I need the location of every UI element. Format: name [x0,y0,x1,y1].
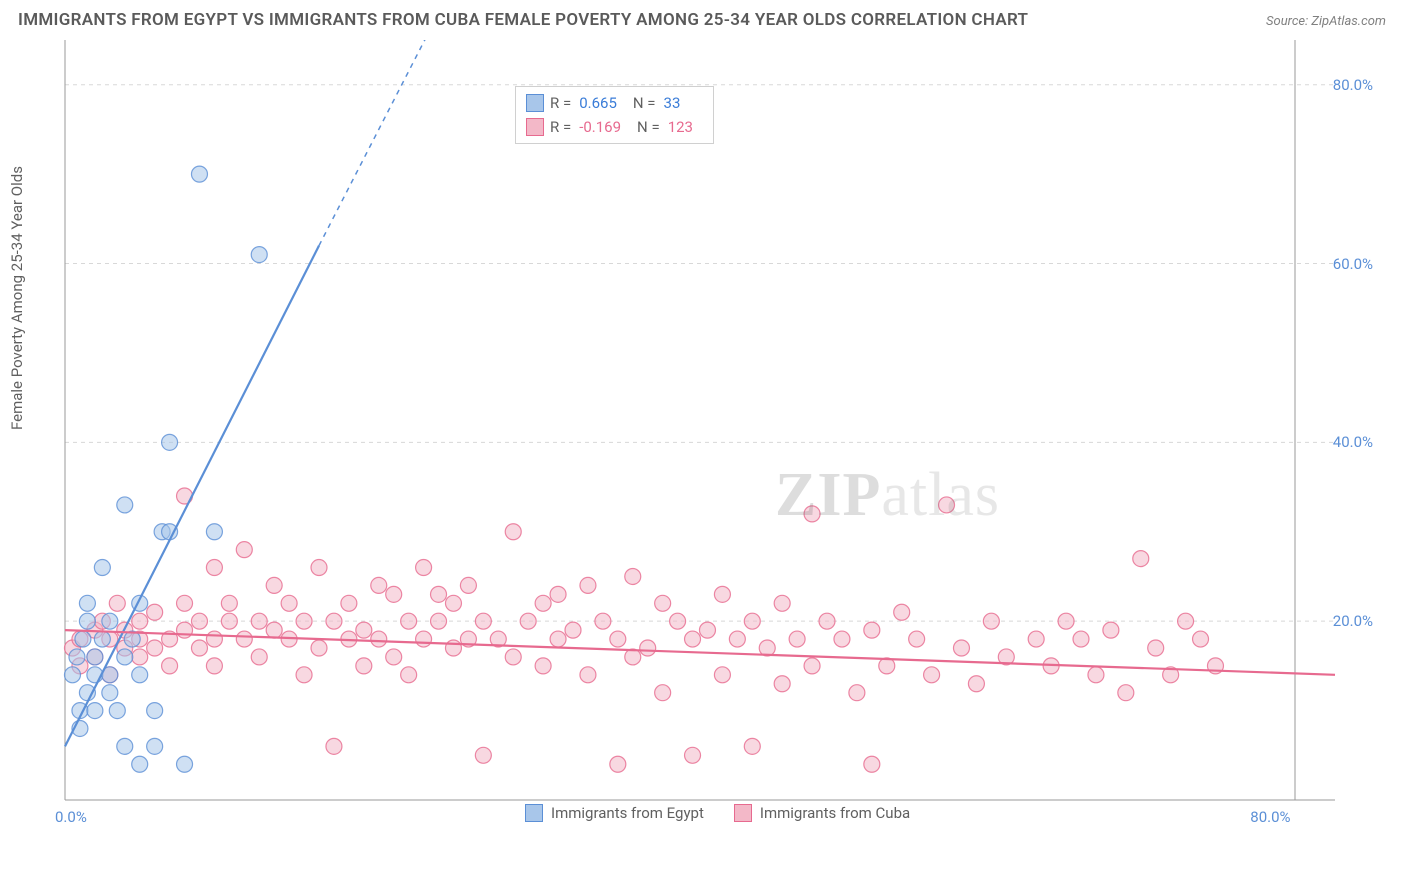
r-label: R = [550,94,571,112]
scatter-plot-svg [55,40,1385,830]
legend-item: Immigrants from Cuba [734,804,910,822]
source-label: Source: ZipAtlas.com [1266,14,1386,29]
legend-row-egypt: R = 0.665 N = 33 [526,91,703,115]
r-label: R = [550,118,571,136]
legend-row-cuba: R = -0.169 N = 123 [526,115,703,139]
r-value-cuba: -0.169 [579,118,621,136]
chart-title: IMMIGRANTS FROM EGYPT VS IMMIGRANTS FROM… [18,10,1028,30]
y-axis-label: Female Poverty Among 25-34 Year Olds [8,166,26,430]
series-legend: Immigrants from Egypt Immigrants from Cub… [525,804,910,822]
x-tick-label: 0.0% [55,808,87,826]
n-label: N = [637,118,660,136]
swatch-egypt [526,94,544,112]
n-value-cuba: 123 [668,118,693,136]
chart-area: R = 0.665 N = 33 R = -0.169 N = 123 ZIPa… [55,40,1385,830]
correlation-legend: R = 0.665 N = 33 R = -0.169 N = 123 [515,86,714,144]
legend-item: Immigrants from Egypt [525,804,704,822]
n-value-egypt: 33 [664,94,681,112]
swatch-icon [525,804,543,822]
swatch-icon [734,804,752,822]
n-label: N = [633,94,656,112]
y-tick-label: 40.0% [1333,433,1373,451]
y-tick-label: 80.0% [1333,76,1373,94]
legend-label: Immigrants from Cuba [760,804,910,822]
y-tick-label: 20.0% [1333,612,1373,630]
swatch-cuba [526,118,544,136]
x-tick-label: 80.0% [1250,808,1290,826]
legend-label: Immigrants from Egypt [551,804,704,822]
y-tick-label: 60.0% [1333,255,1373,273]
r-value-egypt: 0.665 [579,94,617,112]
